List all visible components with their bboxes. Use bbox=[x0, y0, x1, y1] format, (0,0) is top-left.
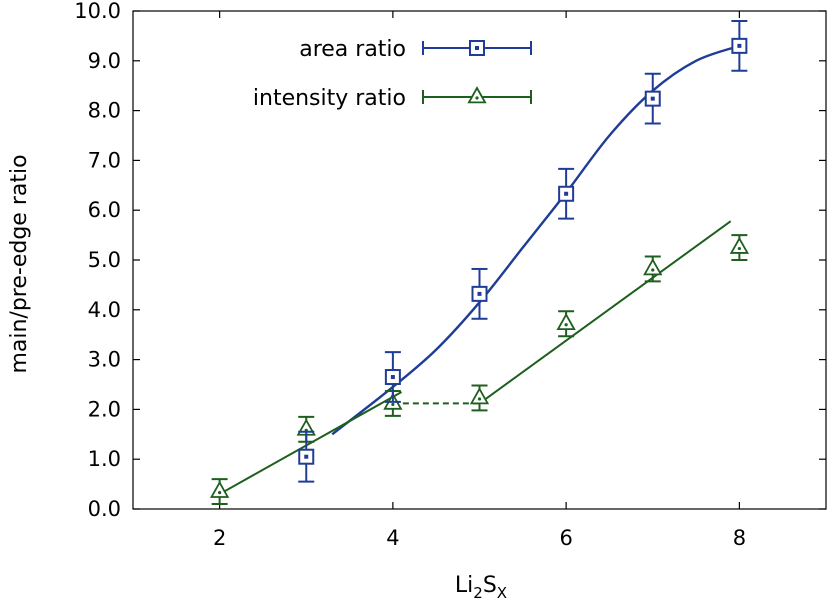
y-tick-label: 2.0 bbox=[88, 397, 121, 421]
intensity-ratio-point-2 bbox=[209, 480, 230, 498]
intensity-ratio-point-6 bbox=[556, 312, 576, 331]
legend-marker-triangle-center bbox=[475, 96, 479, 100]
y-tick-label: 5.0 bbox=[88, 248, 121, 272]
x-axis-label: Li2SX bbox=[455, 573, 507, 602]
y-tick-label: 4.0 bbox=[88, 298, 121, 322]
legend-marker-triangle bbox=[467, 86, 487, 104]
intensity-ratio-point-8 bbox=[729, 236, 750, 254]
y-tick-label: 0.0 bbox=[88, 497, 121, 521]
y-tick-label: 3.0 bbox=[88, 348, 121, 372]
x-axis-label-sub2: X bbox=[497, 584, 507, 602]
plot-frame-group bbox=[132, 10, 827, 510]
legend: area ratio intensity ratio bbox=[253, 37, 532, 111]
legend-label-1: area ratio bbox=[299, 37, 406, 62]
intensity-ratio-fit-line-1 bbox=[219, 391, 403, 495]
intensity-ratio-point-5-center bbox=[477, 397, 482, 401]
x-axis-label-base: Li bbox=[455, 573, 473, 598]
x-tick-label: 6 bbox=[559, 526, 572, 550]
area-ratio-point-6-center bbox=[564, 191, 569, 196]
y-tick-label: 1.0 bbox=[88, 447, 121, 471]
x-tick-label: 2 bbox=[213, 526, 226, 550]
intensity-ratio-point-4-center bbox=[391, 402, 395, 407]
y-tick-label: 8.0 bbox=[88, 99, 121, 123]
area-ratio-point-5-center bbox=[477, 291, 482, 296]
y-tick-label: 10.0 bbox=[74, 0, 121, 23]
area-ratio-fit-line bbox=[331, 44, 740, 436]
intensity-ratio-point-6-center bbox=[564, 323, 568, 327]
legend-marker-square-center bbox=[475, 46, 479, 50]
ticks-group: 2 4 6 8 0.0 1.0 2.0 3.0 4.0 5.0 6.0 7.0 8.0 9.0 10.0 bbox=[74, 0, 826, 550]
y-axis-label: main/pre-edge ratio bbox=[7, 154, 32, 373]
intensity-ratio-fit-line-3 bbox=[478, 220, 732, 405]
plot-frame bbox=[132, 10, 827, 510]
legend-label-2: intensity ratio bbox=[253, 86, 406, 111]
intensity-ratio-point-7-center bbox=[651, 268, 655, 272]
area-ratio-point-4-center bbox=[390, 375, 395, 380]
y-tick-label: 7.0 bbox=[88, 148, 121, 172]
intensity-ratio-point-2-center bbox=[218, 490, 222, 495]
fit-curves bbox=[219, 44, 740, 495]
y-tick-label: 6.0 bbox=[88, 198, 121, 222]
x-axis-label-mid: S bbox=[483, 573, 497, 598]
area-ratio-point-8-center bbox=[737, 43, 742, 48]
intensity-ratio-point-5 bbox=[469, 387, 490, 405]
x-tick-label: 4 bbox=[386, 526, 399, 550]
area-ratio-point-7-center bbox=[650, 96, 655, 101]
data-points bbox=[209, 19, 750, 506]
x-tick-label: 8 bbox=[733, 526, 746, 550]
intensity-ratio-point-7 bbox=[643, 258, 663, 276]
intensity-ratio-point-8-center bbox=[737, 246, 741, 251]
x-axis-label-sub1: 2 bbox=[473, 584, 483, 602]
y-tick-label: 9.0 bbox=[88, 49, 121, 73]
area-ratio-point-3-center bbox=[304, 454, 309, 459]
